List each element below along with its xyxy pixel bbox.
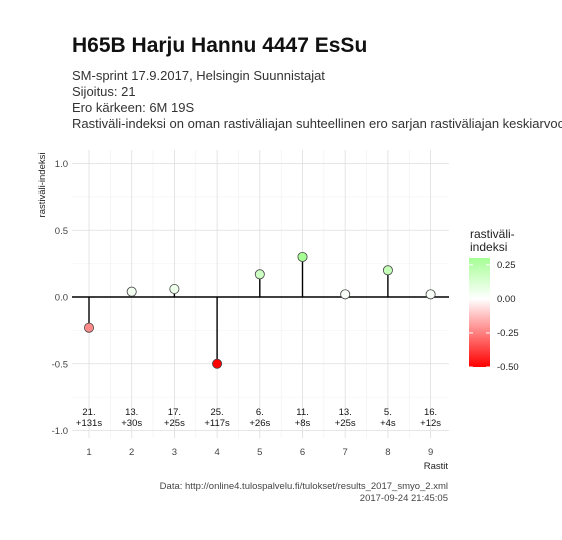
chart-subtitle: SM-sprint 17.9.2017, Helsingin Suunnista… — [72, 68, 562, 132]
legend-title: rastiväli- — [470, 227, 515, 241]
lollipop-point — [297, 251, 308, 262]
legend-tick-label: -0.50 — [497, 362, 519, 373]
split-time-label: +131s — [76, 418, 102, 429]
split-rank-label: 11. — [296, 407, 309, 418]
x-tick-label: 6 — [300, 447, 305, 458]
split-time-label: +26s — [249, 418, 270, 429]
subtitle-line-description: Rastiväli-indeksi on oman rastiväliajan … — [72, 116, 562, 131]
split-rank-label: 13. — [125, 407, 138, 418]
y-tick-label: 1.0 — [55, 159, 68, 170]
subtitle-line-placing: Sijoitus: 21 — [72, 84, 136, 99]
subtitle-line-gap: Ero kärkeen: 6M 19S — [72, 100, 195, 115]
split-rank-label: 16. — [424, 407, 437, 418]
y-tick-label: 0.5 — [55, 226, 68, 237]
caption-source: Data: http://online4.tulospalvelu.fi/tul… — [159, 481, 448, 492]
x-tick-label: 8 — [385, 447, 390, 458]
legend-tick-label: 0.25 — [497, 260, 516, 271]
split-time-label: +25s — [164, 418, 185, 429]
legend-tick-label: -0.25 — [497, 328, 519, 339]
split-time-label: +4s — [380, 418, 396, 429]
caption-timestamp: 2017-09-24 21:45:05 — [359, 493, 448, 504]
y-tick-label: -1.0 — [52, 426, 68, 437]
x-tick-label: 1 — [86, 447, 91, 458]
split-time-label: +117s — [204, 418, 230, 429]
lollipop-point — [382, 265, 393, 276]
x-tick-label: 2 — [129, 447, 134, 458]
y-tick-label: 0.0 — [55, 293, 68, 304]
x-tick-label: 9 — [428, 447, 433, 458]
lollipop-point — [254, 269, 265, 280]
legend-title: indeksi — [470, 240, 507, 254]
split-time-label: +30s — [121, 418, 142, 429]
x-axis-title: Rastit — [424, 461, 449, 472]
split-rank-label: 13. — [339, 407, 352, 418]
x-tick-label: 7 — [343, 447, 348, 458]
chart-caption: Data: http://online4.tulospalvelu.fi/tul… — [160, 481, 448, 505]
lollipop-point — [126, 286, 137, 297]
x-tick-label: 4 — [214, 447, 219, 458]
lollipop-point — [340, 289, 351, 300]
split-rank-label: 6. — [256, 407, 264, 418]
split-rank-label: 17. — [168, 407, 181, 418]
split-rank-label: 25. — [210, 407, 223, 418]
lollipop-point — [84, 322, 95, 333]
split-time-label: +8s — [295, 418, 311, 429]
subtitle-line-event: SM-sprint 17.9.2017, Helsingin Suunnista… — [72, 68, 325, 83]
x-tick-label: 5 — [257, 447, 262, 458]
lollipop-point — [169, 283, 180, 294]
lollipop-point — [212, 358, 223, 369]
split-rank-label: 5. — [384, 407, 392, 418]
split-rank-label: 21. — [82, 407, 95, 418]
chart-title: H65B Harju Hannu 4447 EsSu — [72, 34, 368, 57]
split-time-label: +12s — [420, 418, 441, 429]
legend-tick-label: 0.00 — [497, 294, 516, 305]
y-tick-label: -0.5 — [52, 359, 68, 370]
split-time-label: +25s — [335, 418, 356, 429]
legend-colorbar — [469, 258, 490, 367]
x-tick-label: 3 — [172, 447, 177, 458]
lollipop-point — [425, 289, 436, 300]
y-axis-title: rastiväli-indeksi — [37, 153, 48, 218]
